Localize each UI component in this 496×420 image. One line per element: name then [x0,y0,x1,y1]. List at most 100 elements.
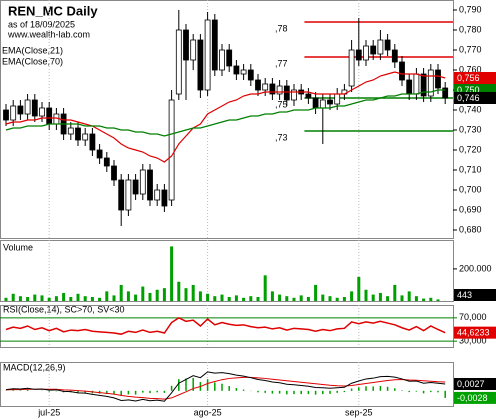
candle-body [391,49,398,63]
bar [350,291,354,301]
bar [364,289,368,301]
level-label: ,78 [275,23,288,33]
value-label-box [454,326,496,339]
candle-body [161,189,168,207]
candle-body [427,69,434,97]
y-tick-label: 0,760 [459,64,482,74]
histogram-bar [206,379,209,391]
bar [414,296,418,301]
bar [306,296,310,301]
value-label: 443 [457,290,472,300]
histogram-bar [48,390,50,392]
bar [263,275,267,301]
bar [47,297,51,301]
candle-body [247,69,254,81]
bar [126,291,130,301]
bar [90,296,94,301]
bar [328,296,332,301]
candle-body [24,99,31,115]
bar [18,296,22,301]
bar [191,284,195,301]
y-tick-label: 70,000 [459,312,487,322]
histogram-bar [343,390,346,393]
histogram-bar [178,379,180,391]
line [5,89,446,137]
histogram-bar [106,390,108,394]
candle-body [211,19,218,71]
value-label-box [454,378,496,390]
bar [242,297,246,301]
histogram-bar [271,390,274,394]
histogram-bar [242,389,245,391]
histogram-bar [394,388,396,391]
bar [198,291,202,301]
level-label: ,73 [275,132,288,142]
candle-body [420,73,427,97]
bar [335,297,339,301]
histogram-bar [221,383,223,391]
value-label-box [454,391,496,404]
y-tick-label: 0,710 [459,164,482,174]
value-label: 44,6233 [457,328,490,338]
y-tick-label: 0,730 [459,124,482,134]
candle-body [334,93,341,105]
histogram-bar [142,390,144,393]
candle-body [125,179,132,211]
candle-body [384,39,391,51]
histogram-bar [307,390,310,395]
value-label: -0,0028 [457,393,488,403]
bar [69,296,73,301]
level-label: ,77 [275,58,288,68]
bar [26,296,30,301]
histogram-bar [365,386,367,391]
panel-frame [0,362,454,407]
bar [11,293,15,301]
histogram-bar [163,390,166,393]
level-label: ,75 [275,99,288,109]
histogram-bar [314,390,317,395]
bar [119,284,123,301]
histogram-bar [192,377,194,391]
y-tick-label: 0,770 [459,44,482,54]
histogram-bar [84,390,86,393]
candle-body [406,79,413,95]
histogram-bar [408,390,410,393]
histogram-bar [322,390,324,395]
histogram-bar [134,390,137,395]
value-label-box [454,289,496,301]
candle-body [154,189,161,201]
subtitle: as of 18/09/2025 [8,19,75,29]
histogram-bar [214,382,216,391]
candle-body [175,29,182,95]
bar [436,299,440,301]
histogram-bar [19,390,22,391]
panel-frame [0,305,454,348]
y-tick-label: 0,700 [459,184,482,194]
histogram-bar [372,386,374,391]
histogram-bar [228,386,230,391]
value-label-box [454,92,496,104]
histogram-bar [235,388,238,391]
candle-body [413,73,420,95]
candle-body [67,127,74,135]
histogram-bar [444,390,446,398]
bar [378,292,382,301]
histogram-bar [430,390,432,393]
panel-frame [0,240,454,302]
y-tick-label: 0,690 [459,204,482,214]
bar [83,296,87,301]
candle-body [305,93,312,99]
candle-body [111,165,117,181]
candle-body [219,49,225,71]
line [5,71,446,163]
candle-body [197,39,204,91]
value-label: 0,0027 [457,379,485,389]
x-tick-label: jul-25 [37,407,60,417]
bar [400,295,404,301]
bar [371,294,375,301]
histogram-bar [415,390,418,392]
histogram-bar [257,390,259,393]
bar [314,284,318,301]
line [5,371,446,402]
